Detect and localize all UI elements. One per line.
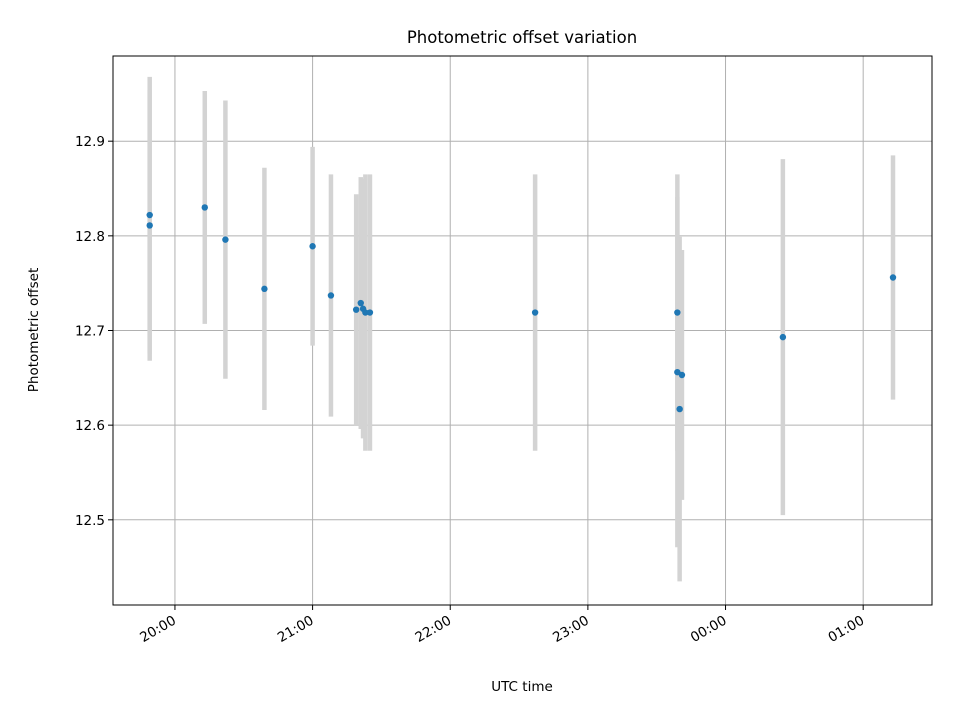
y-axis-label: Photometric offset	[26, 268, 42, 392]
data-point	[222, 236, 229, 243]
y-tick-label: 12.9	[75, 134, 105, 150]
data-point	[678, 371, 686, 379]
data-point	[357, 299, 364, 307]
data-point	[362, 309, 369, 316]
data-point	[201, 204, 208, 211]
y-tick-label: 12.8	[75, 229, 105, 245]
data-point	[146, 222, 153, 229]
data-point	[366, 309, 374, 316]
y-tick-label: 12.6	[75, 418, 105, 434]
data-points	[146, 204, 897, 413]
data-point	[146, 211, 153, 219]
y-tick-label: 12.7	[75, 324, 105, 340]
chart-title: Photometric offset variation	[407, 28, 637, 47]
data-point	[261, 285, 268, 293]
y-gridlines	[113, 140, 932, 521]
data-point	[327, 292, 335, 299]
y-tick-label: 12.5	[75, 513, 105, 529]
data-point	[889, 274, 897, 281]
y-axis-ticks: 12.5 12.6 12.7 12.8 12.9	[75, 134, 113, 529]
data-point	[676, 405, 683, 413]
x-axis-label: UTC time	[491, 679, 553, 695]
data-point	[674, 368, 681, 376]
data-point	[779, 333, 787, 341]
data-point	[309, 243, 316, 250]
data-point	[674, 309, 681, 316]
data-point	[531, 309, 539, 316]
data-point	[352, 306, 360, 313]
